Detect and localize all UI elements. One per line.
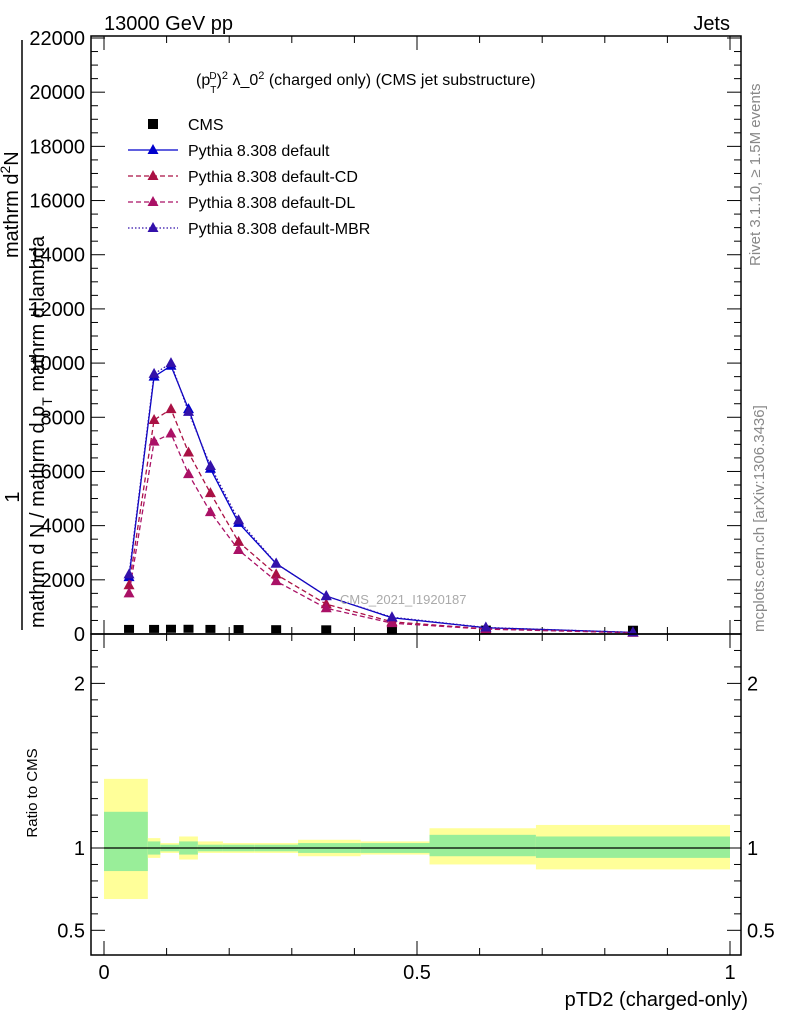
series-3-point-7 <box>320 602 332 613</box>
series-4-point-0 <box>123 568 135 579</box>
series-0 <box>124 624 638 634</box>
series-4-point-5 <box>233 514 245 525</box>
ratio-ytick-label-right-1: 1 <box>747 838 758 860</box>
mcplots-label: mcplots.cern.ch [arXiv:1306.3436] <box>751 405 768 632</box>
ratio-ytick-label-right-0: 0.5 <box>747 920 775 942</box>
cms-point-8 <box>386 625 397 634</box>
series-3-point-1 <box>148 435 160 446</box>
main-panel: 0 2000 4000 6000 8000 10000 12000 14000 16000 180… <box>29 28 742 646</box>
ratio-ytick-label-1: 1 <box>74 838 85 860</box>
series-3-point-8 <box>386 617 398 628</box>
series-3-point-3 <box>183 468 195 479</box>
ratio-band-inner-9 <box>429 834 536 857</box>
plot-title: (pTD)2 λ_02 (charged only) (CMS jet subs… <box>196 70 536 96</box>
ratio-panel: 0 0.5 1 0.5 0.5 1 1 2 2 <box>57 633 775 984</box>
legend-label-4: Pythia 8.308 default-MBR <box>188 221 370 238</box>
series-4-point-7 <box>320 590 332 601</box>
series-2-point-2 <box>165 403 177 414</box>
main-ytick-label-8: 16000 <box>29 191 85 213</box>
cms-point-3 <box>183 624 194 633</box>
main-ytick-label-1: 2000 <box>41 570 86 592</box>
main-ytick-label-4: 8000 <box>41 407 86 429</box>
main-ytick-label-10: 20000 <box>29 82 85 104</box>
series-2-point-5 <box>233 535 245 546</box>
main-ytick-label-3: 6000 <box>41 461 86 483</box>
ratio-xtick-label-1: 0.5 <box>403 962 431 984</box>
legend-label-0: CMS <box>188 117 224 134</box>
cms-point-0 <box>124 624 135 633</box>
ratio-band-inner-0 <box>104 811 148 872</box>
main-ytick-label-7: 14000 <box>29 245 85 267</box>
legend-marker-4 <box>147 222 159 232</box>
series-4-point-9 <box>480 621 492 632</box>
series-3-point-4 <box>204 506 216 517</box>
ratio-ytick-label-0: 0.5 <box>57 920 85 942</box>
series-2-point-0 <box>123 579 135 590</box>
legend-label-2: Pythia 8.308 default-CD <box>188 169 358 186</box>
main-ytick-label-5: 10000 <box>29 353 85 375</box>
ylabel-one: 1 <box>2 491 24 502</box>
series-4-point-3 <box>183 405 195 416</box>
header-right: Jets <box>693 13 730 35</box>
series-3-point-5 <box>233 544 245 555</box>
legend: CMS Pythia 8.308 default Pythia 8.308 defa… <box>128 117 370 238</box>
cms-point-4 <box>205 624 216 633</box>
series-4-point-8 <box>386 611 398 622</box>
series-3-point-6 <box>270 575 282 586</box>
ratio-ytick-label-right-2: 2 <box>747 673 758 695</box>
legend-label-3: Pythia 8.308 default-DL <box>188 195 355 212</box>
header-left: 13000 GeV pp <box>104 13 233 35</box>
cms-point-7 <box>321 625 332 634</box>
main-ytick-label-0: 0 <box>74 624 85 646</box>
main-ytick-label-9: 18000 <box>29 136 85 158</box>
xlabel: pTD2 (charged-only) <box>565 989 748 1011</box>
cms-point-2 <box>165 624 176 633</box>
main-ytick-label-2: 4000 <box>41 516 86 538</box>
series-4 <box>123 357 639 637</box>
main-ytick-label-11: 22000 <box>29 28 85 50</box>
series-4-point-1 <box>148 367 160 378</box>
cms-point-5 <box>233 625 244 634</box>
cms-point-1 <box>149 624 160 633</box>
cms-point-6 <box>271 625 282 634</box>
rivet-label: Rivet 3.1.10, ≥ 1.5M events <box>747 84 764 267</box>
legend-marker-1 <box>147 144 159 154</box>
series-2-point-1 <box>148 413 160 424</box>
series-3-point-0 <box>123 587 135 598</box>
series-4-point-2 <box>165 357 177 368</box>
ylabel-numerator: mathrm d2N <box>0 151 23 258</box>
ratio-xtick-label-2: 1 <box>724 962 735 984</box>
ratio-frame <box>90 633 742 956</box>
watermark: CMS_2021_I1920187 <box>340 592 467 607</box>
ylabel-denominator: mathrm d N / mathrm d pT mathrm d lambda <box>27 235 55 628</box>
ratio-xtick-label-0: 0 <box>98 962 109 984</box>
legend-marker-0 <box>148 119 158 129</box>
series-4-point-6 <box>270 557 282 568</box>
series-2-point-3 <box>183 446 195 457</box>
legend-marker-2 <box>147 170 159 180</box>
ratio-band-inner-10 <box>535 836 730 858</box>
series-4-point-4 <box>204 460 216 471</box>
series-2-point-6 <box>270 568 282 579</box>
ratio-ytick-label-2: 2 <box>74 673 85 695</box>
main-ytick-label-6: 12000 <box>29 299 85 321</box>
main-ylabel: 1 mathrm d N / mathrm d pT mathrm d lamb… <box>0 40 55 630</box>
legend-marker-3 <box>147 196 159 206</box>
legend-label-1: Pythia 8.308 default <box>188 143 330 160</box>
series-2-point-4 <box>204 487 216 498</box>
series-3-point-2 <box>165 427 177 438</box>
ratio-ylabel: Ratio to CMS <box>24 748 41 837</box>
